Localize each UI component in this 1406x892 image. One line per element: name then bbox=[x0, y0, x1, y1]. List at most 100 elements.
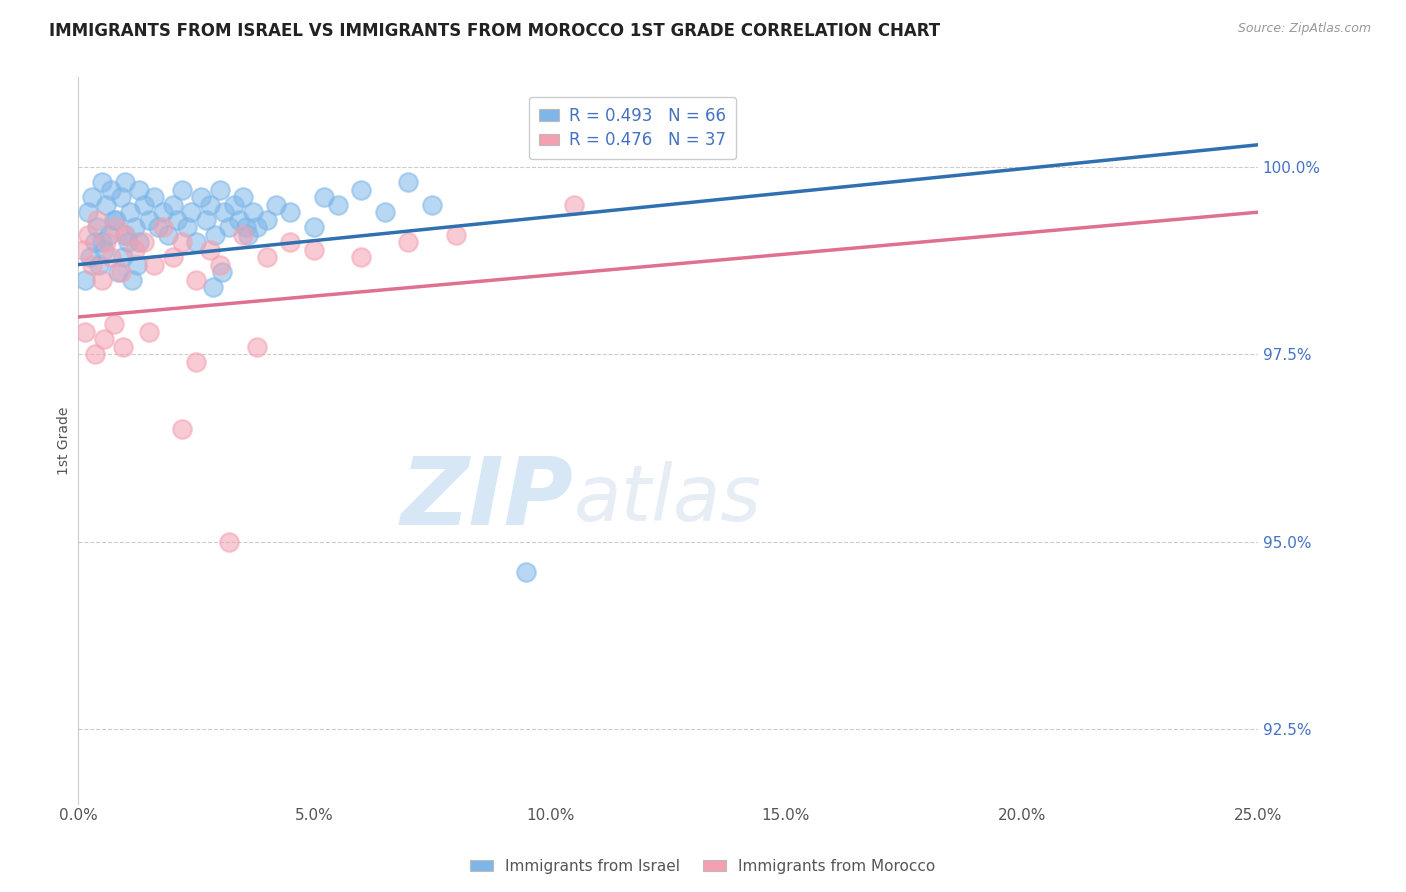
Point bbox=[117, 235, 139, 249]
Point bbox=[118, 205, 141, 219]
Point bbox=[266, 197, 288, 211]
Point bbox=[75, 325, 97, 339]
Point bbox=[90, 272, 112, 286]
Point bbox=[79, 250, 101, 264]
Point bbox=[228, 212, 250, 227]
Point bbox=[200, 197, 222, 211]
Point bbox=[83, 347, 105, 361]
Point bbox=[104, 212, 127, 227]
Point bbox=[138, 325, 160, 339]
Point bbox=[170, 183, 193, 197]
Point bbox=[114, 175, 136, 189]
Point bbox=[156, 227, 179, 242]
Point bbox=[312, 190, 335, 204]
Point bbox=[82, 190, 104, 204]
Point bbox=[107, 265, 129, 279]
Text: atlas: atlas bbox=[574, 460, 762, 537]
Point bbox=[170, 235, 193, 249]
Y-axis label: 1st Grade: 1st Grade bbox=[58, 407, 72, 475]
Point bbox=[176, 220, 198, 235]
Text: ZIP: ZIP bbox=[401, 452, 574, 545]
Point bbox=[103, 212, 125, 227]
Point bbox=[124, 220, 146, 235]
Point bbox=[110, 265, 132, 279]
Point bbox=[152, 220, 174, 235]
Point bbox=[444, 227, 467, 242]
Point bbox=[280, 205, 302, 219]
Point bbox=[302, 243, 325, 257]
Text: IMMIGRANTS FROM ISRAEL VS IMMIGRANTS FROM MOROCCO 1ST GRADE CORRELATION CHART: IMMIGRANTS FROM ISRAEL VS IMMIGRANTS FRO… bbox=[49, 22, 941, 40]
Point bbox=[232, 190, 254, 204]
Point bbox=[211, 265, 233, 279]
Point bbox=[184, 235, 207, 249]
Point bbox=[72, 243, 94, 257]
Point bbox=[208, 258, 231, 272]
Point bbox=[138, 212, 160, 227]
Point bbox=[235, 220, 257, 235]
Point bbox=[111, 250, 134, 264]
Point bbox=[121, 272, 143, 286]
Point bbox=[256, 212, 278, 227]
Point bbox=[127, 258, 149, 272]
Point bbox=[142, 190, 165, 204]
Point bbox=[222, 197, 245, 211]
Point bbox=[420, 197, 443, 211]
Point bbox=[82, 258, 104, 272]
Point bbox=[236, 227, 259, 242]
Point bbox=[97, 227, 120, 242]
Point bbox=[110, 190, 132, 204]
Point bbox=[180, 205, 202, 219]
Point bbox=[114, 227, 136, 242]
Point bbox=[200, 243, 222, 257]
Point bbox=[350, 183, 373, 197]
Point bbox=[218, 534, 240, 549]
Point bbox=[326, 197, 349, 211]
Point bbox=[562, 197, 585, 211]
Point bbox=[374, 205, 396, 219]
Point bbox=[142, 258, 165, 272]
Point bbox=[96, 235, 118, 249]
Point bbox=[398, 235, 420, 249]
Point bbox=[100, 183, 122, 197]
Point bbox=[134, 197, 156, 211]
Point bbox=[76, 205, 98, 219]
Point bbox=[515, 565, 537, 579]
Point bbox=[194, 212, 217, 227]
Point bbox=[184, 355, 207, 369]
Point bbox=[93, 333, 115, 347]
Point bbox=[166, 212, 188, 227]
Point bbox=[201, 280, 224, 294]
Point bbox=[128, 235, 150, 249]
Point bbox=[246, 220, 269, 235]
Point bbox=[134, 235, 156, 249]
Point bbox=[232, 227, 254, 242]
Point bbox=[114, 227, 136, 242]
Point bbox=[104, 220, 127, 235]
Legend: R = 0.493   N = 66, R = 0.476   N = 37: R = 0.493 N = 66, R = 0.476 N = 37 bbox=[529, 96, 737, 160]
Point bbox=[162, 250, 184, 264]
Point bbox=[280, 235, 302, 249]
Point bbox=[204, 227, 226, 242]
Point bbox=[124, 243, 146, 257]
Point bbox=[86, 212, 108, 227]
Point bbox=[96, 197, 118, 211]
Legend: Immigrants from Israel, Immigrants from Morocco: Immigrants from Israel, Immigrants from … bbox=[464, 853, 942, 880]
Point bbox=[100, 250, 122, 264]
Point bbox=[90, 235, 112, 249]
Point bbox=[256, 250, 278, 264]
Point bbox=[218, 220, 240, 235]
Point bbox=[350, 250, 373, 264]
Point bbox=[148, 220, 170, 235]
Point bbox=[76, 227, 98, 242]
Point bbox=[103, 318, 125, 332]
Point bbox=[152, 205, 174, 219]
Text: Source: ZipAtlas.com: Source: ZipAtlas.com bbox=[1237, 22, 1371, 36]
Point bbox=[86, 220, 108, 235]
Point bbox=[246, 340, 269, 354]
Point bbox=[398, 175, 420, 189]
Point bbox=[302, 220, 325, 235]
Point bbox=[89, 258, 111, 272]
Point bbox=[162, 197, 184, 211]
Point bbox=[111, 340, 134, 354]
Point bbox=[93, 243, 115, 257]
